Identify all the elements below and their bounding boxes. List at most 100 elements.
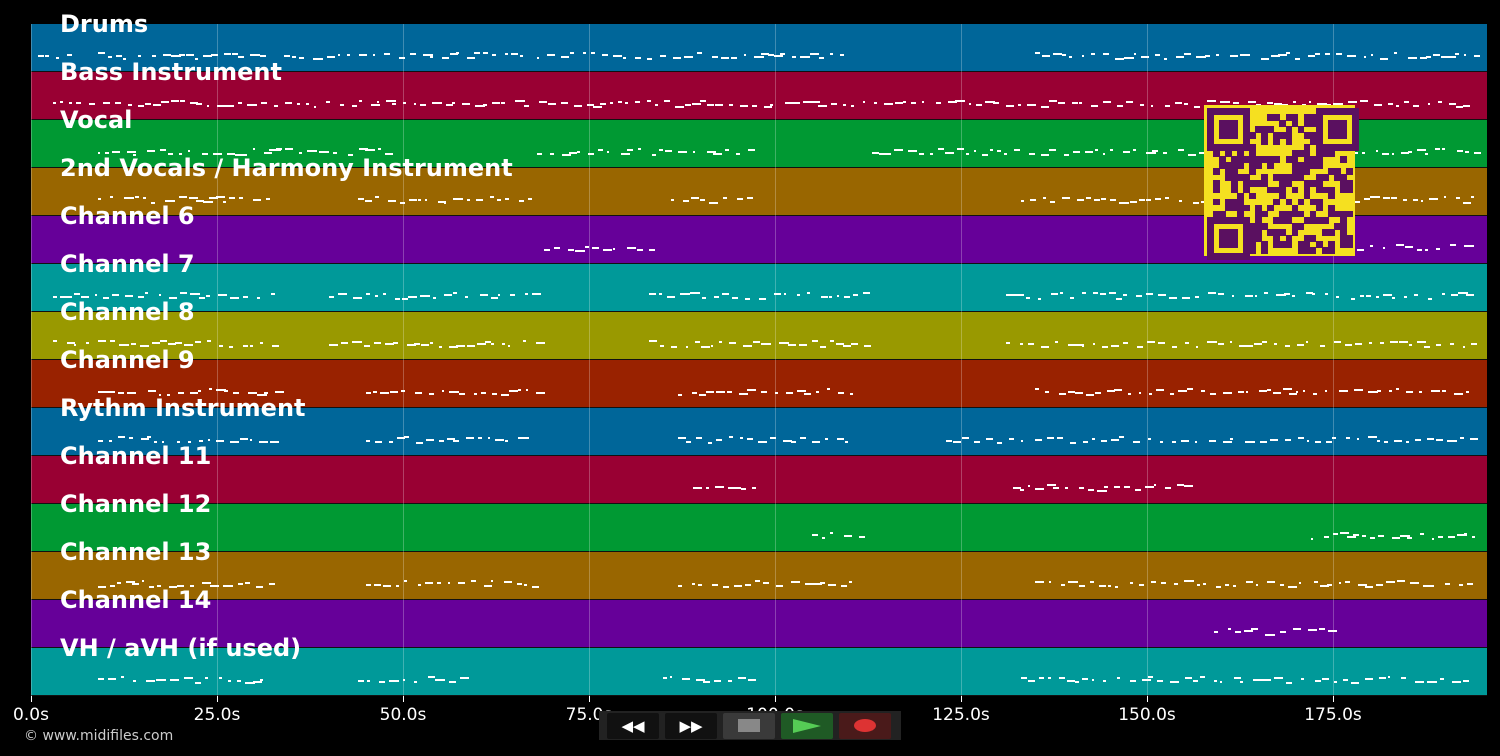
fast-forward-button[interactable]: ▶▶ — [665, 712, 717, 739]
track-row[interactable] — [31, 408, 1487, 456]
note — [692, 150, 696, 153]
note — [108, 440, 112, 443]
rewind-button[interactable]: ◀◀ — [607, 712, 659, 739]
track-row[interactable] — [31, 504, 1487, 552]
note — [441, 57, 450, 60]
note — [1280, 584, 1284, 587]
note — [177, 392, 185, 395]
note — [1213, 630, 1218, 633]
note — [179, 196, 187, 199]
note — [1451, 294, 1459, 297]
note — [1272, 391, 1282, 394]
note — [431, 101, 442, 104]
note — [1081, 678, 1089, 681]
note — [1054, 341, 1059, 344]
track-row[interactable] — [31, 648, 1487, 696]
note — [1102, 153, 1106, 156]
note — [167, 343, 176, 346]
note — [1069, 441, 1077, 444]
note — [1291, 295, 1296, 297]
note — [1076, 198, 1084, 201]
stop-button[interactable] — [723, 712, 775, 739]
note — [669, 676, 672, 679]
copyright-text: © www.midifiles.com — [24, 728, 174, 744]
note — [613, 55, 623, 58]
note — [526, 436, 529, 439]
note — [1184, 676, 1192, 679]
note — [94, 294, 98, 297]
note — [1462, 679, 1469, 682]
note — [53, 102, 57, 105]
qr-code — [1204, 105, 1359, 260]
note — [1108, 585, 1112, 588]
track-row[interactable] — [31, 552, 1487, 600]
note — [759, 297, 767, 300]
note — [1424, 153, 1429, 156]
note — [1123, 56, 1134, 59]
note — [1459, 436, 1464, 439]
note — [1286, 52, 1290, 55]
note — [770, 103, 774, 106]
note — [1323, 535, 1330, 538]
note — [209, 585, 220, 588]
note — [453, 439, 459, 442]
note — [352, 296, 363, 299]
note — [725, 149, 729, 152]
note — [272, 344, 279, 347]
track-row[interactable] — [31, 456, 1487, 504]
note — [693, 487, 703, 490]
note — [702, 680, 711, 683]
note — [407, 295, 418, 298]
note — [1115, 297, 1122, 300]
note — [761, 391, 767, 394]
note — [1406, 391, 1414, 394]
note — [719, 340, 722, 343]
track-row[interactable] — [31, 360, 1487, 408]
note — [1334, 680, 1338, 683]
note — [1262, 678, 1271, 681]
note — [1085, 196, 1092, 199]
note — [1020, 489, 1024, 492]
note — [1432, 54, 1440, 57]
note — [1450, 342, 1454, 345]
track-row[interactable] — [31, 600, 1487, 648]
note — [1254, 295, 1257, 298]
note — [195, 57, 198, 60]
note — [827, 388, 830, 391]
note — [1133, 441, 1141, 444]
note — [325, 101, 330, 104]
note — [388, 199, 396, 202]
track-row[interactable] — [31, 312, 1487, 360]
note — [522, 340, 527, 343]
note — [975, 103, 983, 106]
track-row[interactable] — [31, 264, 1487, 312]
note — [146, 680, 156, 683]
track-row[interactable] — [31, 24, 1487, 72]
play-button[interactable] — [781, 712, 833, 739]
note — [744, 583, 751, 586]
note — [194, 340, 201, 343]
note — [410, 52, 417, 55]
note — [1405, 440, 1409, 443]
note — [811, 100, 820, 103]
note — [587, 153, 594, 156]
note — [97, 585, 107, 588]
note — [1267, 101, 1274, 104]
note — [1037, 297, 1041, 300]
note — [97, 340, 107, 343]
note — [531, 585, 539, 588]
note — [678, 151, 687, 154]
note — [1243, 630, 1253, 633]
note — [1396, 388, 1400, 391]
note — [110, 340, 115, 343]
note — [584, 246, 589, 249]
note — [466, 57, 476, 60]
note — [1203, 582, 1206, 585]
note — [207, 438, 210, 441]
note — [413, 680, 418, 683]
track-label: Channel 8 — [60, 298, 195, 326]
note — [562, 153, 572, 156]
record-button[interactable] — [839, 712, 891, 739]
note — [948, 101, 958, 104]
note — [1083, 441, 1089, 444]
